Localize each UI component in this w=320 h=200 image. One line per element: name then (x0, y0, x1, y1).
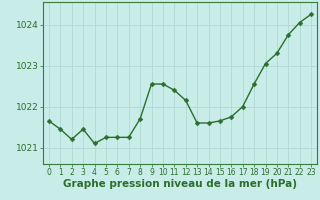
X-axis label: Graphe pression niveau de la mer (hPa): Graphe pression niveau de la mer (hPa) (63, 179, 297, 189)
